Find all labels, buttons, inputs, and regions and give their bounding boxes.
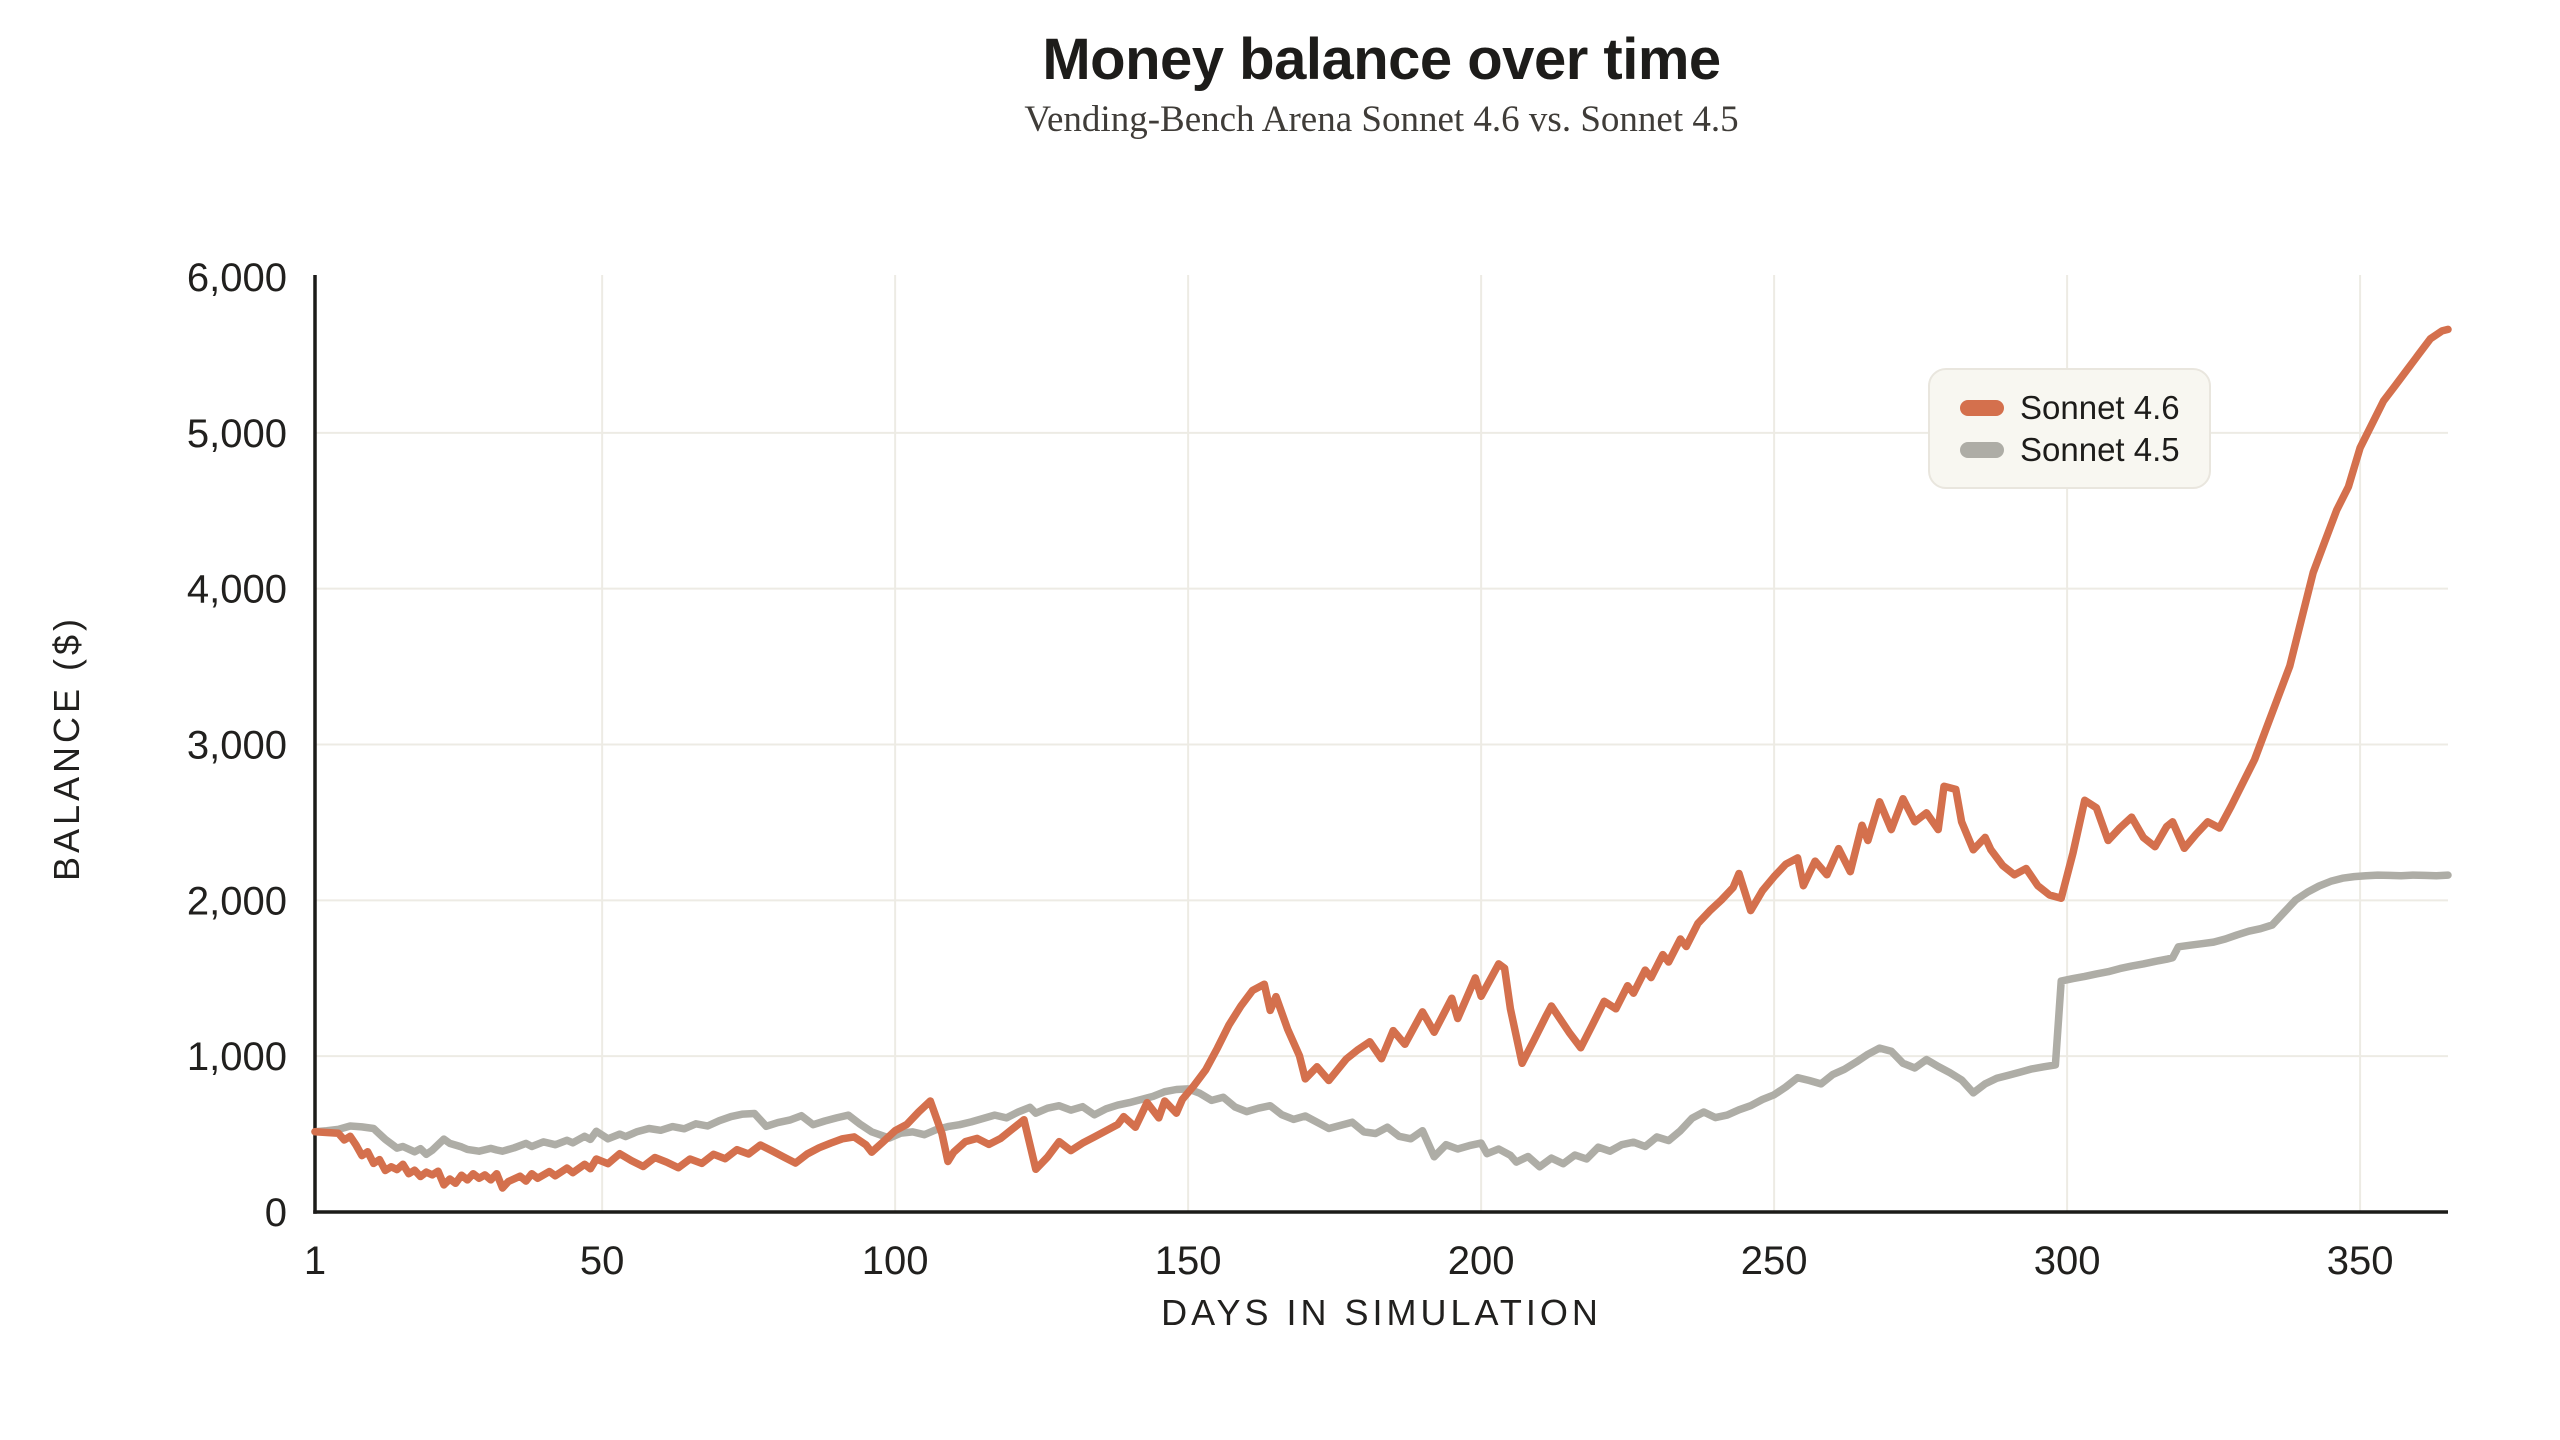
x-tick-label-200: 200 (1448, 1239, 1515, 1283)
x-tick-label-50: 50 (580, 1239, 625, 1283)
legend-swatch-sonnet-4-6-icon (1960, 399, 2004, 416)
y-tick-label-0: 0 (265, 1191, 287, 1235)
y-tick-label-5000: 5,000 (187, 412, 287, 456)
y-tick-label-6000: 6,000 (187, 256, 287, 300)
x-tick-label-1: 1 (304, 1239, 326, 1283)
legend-label-sonnet-4-5: Sonnet 4.5 (2020, 431, 2180, 468)
y-tick-label-4000: 4,000 (187, 568, 287, 612)
x-tick-label-100: 100 (862, 1239, 929, 1283)
chart-title: Money balance over time (1042, 27, 1721, 92)
x-axis-title: DAYS IN SIMULATION (1161, 1292, 1602, 1333)
chart-legend: Sonnet 4.6 Sonnet 4.5 (1928, 368, 2211, 489)
legend-label-sonnet-4-6: Sonnet 4.6 (2020, 389, 2180, 426)
chart-subtitle: Vending-Bench Arena Sonnet 4.6 vs. Sonne… (1024, 99, 1739, 140)
y-axis-title: BALANCE ($) (46, 614, 87, 882)
series-line-sonnet-4-6 (311, 325, 2452, 1192)
y-tick-label-3000: 3,000 (187, 724, 287, 768)
x-tick-label-250: 250 (1741, 1239, 1808, 1283)
y-tick-label-2000: 2,000 (187, 879, 287, 923)
legend-item-sonnet-4-6: Sonnet 4.6 (1960, 391, 2209, 424)
series-line-sonnet-4-5 (311, 871, 2452, 1171)
x-tick-label-300: 300 (2034, 1239, 2101, 1283)
legend-swatch-sonnet-4-5-icon (1960, 441, 2004, 458)
x-tick-label-350: 350 (2327, 1239, 2394, 1283)
x-tick-label-150: 150 (1155, 1239, 1222, 1283)
legend-item-sonnet-4-5: Sonnet 4.5 (1960, 433, 2209, 466)
y-tick-label-1000: 1,000 (187, 1035, 287, 1079)
